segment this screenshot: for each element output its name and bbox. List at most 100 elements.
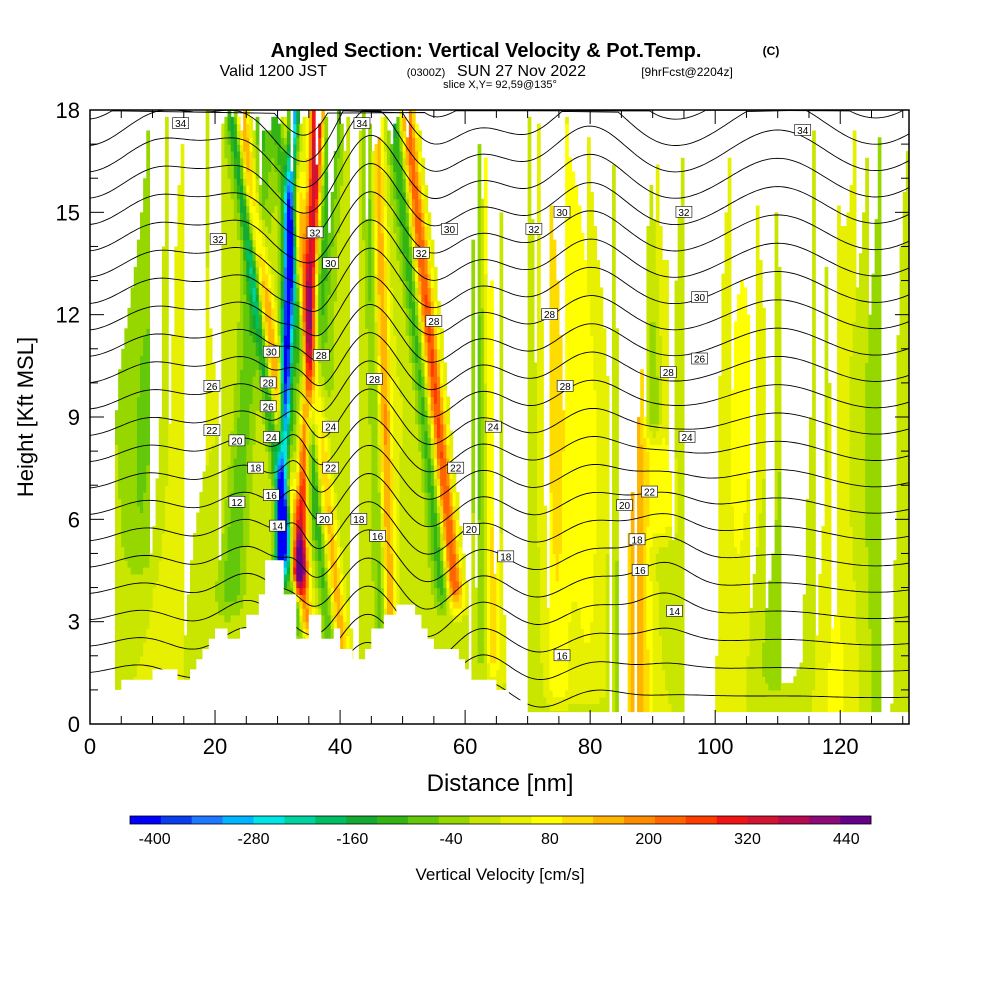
velocity-cell bbox=[408, 246, 413, 261]
velocity-cell bbox=[324, 553, 329, 568]
velocity-cell bbox=[380, 171, 385, 234]
velocity-cell bbox=[865, 157, 869, 364]
velocity-cell bbox=[277, 471, 282, 479]
velocity-cell bbox=[265, 287, 269, 323]
velocity-cell bbox=[252, 198, 257, 207]
velocity-cell bbox=[371, 150, 376, 193]
velocity-cell bbox=[762, 478, 766, 643]
velocity-cell bbox=[302, 478, 307, 541]
velocity-cell bbox=[383, 526, 388, 568]
velocity-cell bbox=[762, 676, 766, 724]
velocity-cell bbox=[318, 464, 322, 479]
velocity-cell bbox=[852, 321, 857, 582]
velocity-cell bbox=[261, 287, 266, 309]
velocity-cell bbox=[271, 137, 276, 159]
velocity-cell bbox=[627, 532, 632, 724]
velocity-cell bbox=[252, 225, 257, 241]
velocity-cell bbox=[236, 198, 241, 213]
velocity-cell bbox=[283, 580, 288, 589]
velocity-cell bbox=[327, 594, 332, 616]
velocity-cell bbox=[411, 239, 416, 248]
velocity-cell bbox=[746, 314, 751, 479]
velocity-cell bbox=[421, 492, 426, 724]
terrain-mask bbox=[90, 560, 909, 724]
velocity-cell bbox=[124, 560, 129, 724]
velocity-cell bbox=[324, 280, 329, 343]
velocity-cell bbox=[240, 164, 244, 179]
velocity-cell bbox=[308, 369, 313, 377]
velocity-cell bbox=[327, 396, 332, 439]
contour-label-box bbox=[350, 513, 368, 525]
velocity-cell bbox=[787, 683, 791, 724]
velocity-cell bbox=[321, 505, 326, 520]
contour-label-text: 16 bbox=[635, 566, 647, 577]
velocity-cell bbox=[768, 580, 773, 691]
contour-label-text: 34 bbox=[356, 119, 368, 130]
velocity-cell bbox=[408, 362, 413, 684]
velocity-cell bbox=[293, 144, 297, 159]
velocity-cell bbox=[740, 280, 744, 541]
velocity-cell bbox=[318, 137, 322, 152]
velocity-cell bbox=[455, 608, 460, 616]
velocity-cell bbox=[421, 239, 426, 302]
velocity-cell bbox=[299, 601, 304, 609]
velocity-cell bbox=[424, 294, 429, 309]
velocity-cell bbox=[605, 553, 610, 724]
contour-label: 22 bbox=[322, 461, 339, 475]
velocity-cell bbox=[649, 185, 654, 323]
velocity-cell bbox=[537, 546, 541, 724]
colorbar-swatch bbox=[407, 816, 440, 824]
velocity-cell bbox=[440, 560, 444, 575]
velocity-cell bbox=[318, 560, 322, 589]
velocity-cell bbox=[424, 335, 429, 343]
velocity-cell bbox=[308, 512, 313, 548]
velocity-cell bbox=[233, 382, 238, 459]
velocity-cell bbox=[430, 423, 435, 439]
velocity-cell bbox=[446, 546, 451, 561]
y-tick-label: 9 bbox=[68, 405, 80, 430]
velocity-cell bbox=[249, 492, 254, 724]
velocity-cell bbox=[399, 150, 404, 166]
velocity-cell bbox=[324, 137, 329, 172]
velocity-cell bbox=[299, 498, 304, 514]
velocity-cell bbox=[408, 123, 413, 166]
velocity-cell bbox=[380, 232, 385, 425]
velocity-cell bbox=[286, 485, 291, 507]
velocity-cell bbox=[415, 314, 419, 336]
velocity-cell bbox=[290, 512, 294, 527]
velocity-cell bbox=[390, 164, 394, 207]
velocity-cell bbox=[449, 492, 454, 507]
contour-label: 26 bbox=[203, 379, 221, 393]
velocity-cell bbox=[562, 451, 566, 698]
colorbar-tick-label: 320 bbox=[734, 831, 761, 848]
velocity-cell bbox=[302, 553, 307, 568]
contour-label-box bbox=[353, 117, 371, 129]
contour-label-text: 26 bbox=[206, 382, 218, 393]
velocity-cell bbox=[411, 362, 416, 391]
velocity-cell bbox=[321, 355, 326, 377]
velocity-cell bbox=[243, 205, 247, 241]
velocity-cell bbox=[290, 526, 294, 582]
velocity-cell bbox=[440, 451, 444, 459]
velocity-cell bbox=[277, 444, 282, 452]
velocity-cell bbox=[280, 430, 285, 445]
velocity-cell bbox=[440, 423, 444, 452]
velocity-cell bbox=[858, 253, 863, 724]
velocity-cell bbox=[330, 532, 335, 568]
velocity-cell bbox=[649, 430, 654, 445]
velocity-cell bbox=[283, 137, 288, 145]
velocity-cell bbox=[311, 239, 316, 268]
velocity-cell bbox=[255, 294, 260, 302]
velocity-cell bbox=[418, 423, 422, 452]
velocity-cell bbox=[293, 471, 297, 479]
y-tick-label: 0 bbox=[68, 712, 80, 737]
velocity-cell bbox=[411, 389, 416, 691]
contour-label-box bbox=[263, 431, 280, 443]
velocity-cell bbox=[749, 608, 754, 724]
velocity-cell bbox=[196, 512, 201, 724]
velocity-cell bbox=[427, 341, 432, 364]
velocity-cell bbox=[424, 355, 429, 364]
velocity-cell bbox=[827, 382, 832, 398]
velocity-cell bbox=[587, 294, 591, 643]
velocity-cell bbox=[293, 478, 297, 493]
